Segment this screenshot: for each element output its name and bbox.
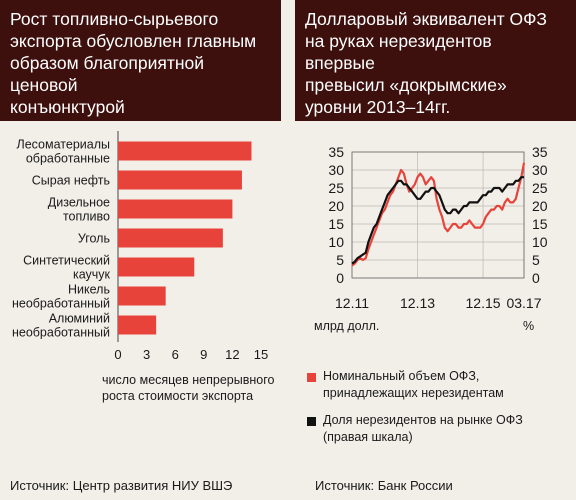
bar-category-label: Лесоматериалы обработанные bbox=[17, 138, 111, 166]
bar-category-label: Уголь bbox=[78, 232, 110, 246]
line-right-tick-label: 5 bbox=[532, 252, 540, 268]
line-right-tick-label: 0 bbox=[532, 270, 540, 286]
line-x-tick-label: 12.15 bbox=[466, 295, 501, 311]
bar-category-label: Никель необработанный bbox=[12, 283, 110, 311]
bar-tick-label: 0 bbox=[114, 347, 121, 362]
line-left-tick-label: 25 bbox=[328, 180, 344, 196]
legend-label-nominal: Номинальный объем ОФЗ, принадлежащих нер… bbox=[323, 369, 504, 400]
line-left-tick-label: 15 bbox=[328, 216, 344, 232]
line-left-tick-label: 35 bbox=[328, 144, 344, 160]
line-x-tick-label: 12.13 bbox=[400, 295, 435, 311]
left-header: Рост топливно-сырьевого экспорта обуслов… bbox=[0, 0, 281, 121]
bar-category-label: Алюминий необработанный bbox=[12, 312, 110, 340]
line-x-tick-label: 12.11 bbox=[335, 295, 369, 311]
line-chart: 0 5 10 15 20 25 30 35 0 5 10 15 20 25 30 35 12.11 12.13 12… bbox=[314, 144, 548, 333]
bar bbox=[118, 257, 195, 277]
bar-tick-label: 12 bbox=[225, 347, 239, 362]
bar bbox=[118, 170, 242, 190]
line-right-tick-label: 25 bbox=[532, 180, 548, 196]
line-left-tick-label: 0 bbox=[336, 270, 344, 286]
bar-tick-label: 15 bbox=[254, 347, 268, 362]
line-left-tick-label: 20 bbox=[328, 198, 344, 214]
bar-category-label: Дизельное топливо bbox=[48, 196, 110, 224]
legend-swatch-nominal bbox=[307, 373, 316, 382]
bar-tick-label: 3 bbox=[143, 347, 150, 362]
bar bbox=[118, 228, 223, 248]
bar-chart: Лесоматериалы обработанные Сырая нефть Дизе… bbox=[12, 131, 274, 403]
bar bbox=[118, 315, 157, 335]
line-right-tick-label: 15 bbox=[532, 216, 548, 232]
bar-tick-label: 6 bbox=[172, 347, 179, 362]
line-x-tick-label: 03.17 bbox=[506, 295, 541, 311]
line-left-tick-label: 30 bbox=[328, 162, 344, 178]
line-right-tick-label: 10 bbox=[532, 234, 548, 250]
bar bbox=[118, 286, 166, 306]
bar-tick-label: 9 bbox=[200, 347, 207, 362]
line-right-tick-label: 35 bbox=[532, 144, 548, 160]
line-left-axis-title: млрд долл. bbox=[314, 319, 379, 333]
right-header-title: Долларовый эквивалент ОФЗ на руках нерез… bbox=[305, 9, 547, 117]
line-left-tick-label: 5 bbox=[336, 252, 344, 268]
line-plot-frame bbox=[351, 151, 525, 279]
line-right-tick-label: 20 bbox=[532, 198, 548, 214]
left-panel: Рост топливно-сырьевого экспорта обуслов… bbox=[0, 0, 281, 500]
line-left-tick-label: 10 bbox=[328, 234, 344, 250]
series-line-nominal bbox=[351, 162, 526, 267]
bar-category-label: Синтетический каучук bbox=[23, 254, 110, 282]
left-source: Источник: Центр развития НИУ ВШЭ bbox=[10, 478, 233, 493]
bar-category-label: Сырая нефть bbox=[32, 174, 110, 188]
bar bbox=[118, 141, 252, 161]
left-header-title: Рост топливно-сырьевого экспорта обуслов… bbox=[10, 9, 257, 117]
legend-swatch-share bbox=[307, 417, 316, 426]
line-right-tick-label: 30 bbox=[532, 162, 548, 178]
right-panel: Долларовый эквивалент ОФЗ на руках нерез… bbox=[295, 0, 576, 500]
right-source: Источник: Банк России bbox=[315, 478, 453, 493]
series-line-share bbox=[351, 176, 524, 265]
bar bbox=[118, 199, 233, 219]
legend-label-share: Доля нерезидентов на рынке ОФЗ (правая ш… bbox=[323, 413, 523, 444]
right-header: Долларовый эквивалент ОФЗ на руках нерез… bbox=[295, 0, 576, 121]
bar-axis-title: число месяцев непрерывного роста стоимост… bbox=[102, 373, 274, 403]
line-right-axis-title: % bbox=[523, 319, 534, 333]
